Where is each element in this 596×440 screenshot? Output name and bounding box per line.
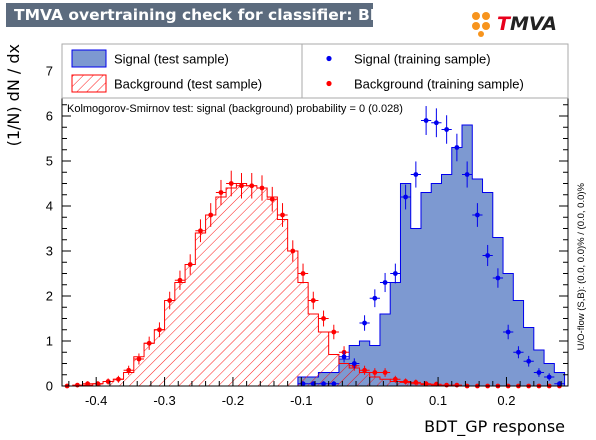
chart-title: TMVA overtraining check for classifier: …: [6, 3, 373, 27]
overflow-text: U/O-flow (S,B): (0.0, 0.0)% / (0.0, 0.0)…: [576, 182, 587, 350]
background-train-point: [382, 370, 388, 375]
y-tick-label: 7: [46, 64, 53, 79]
x-tick-label: -0.4: [85, 393, 107, 408]
background-train-point: [362, 367, 367, 373]
background-train-point: [259, 185, 265, 191]
legend-label: Signal (training sample): [354, 52, 491, 67]
legend-box-right: [301, 43, 569, 99]
background-train-point: [331, 329, 337, 335]
x-axis-label: BDT_GP response: [424, 417, 565, 437]
legend-background-marker-swatch: [326, 80, 332, 87]
background-train-point: [105, 379, 111, 384]
signal-train-point: [495, 275, 501, 281]
x-tick-label: 0.1: [429, 393, 447, 408]
signal-train-point: [341, 354, 347, 360]
y-tick-label: 2: [46, 289, 53, 304]
signal-train-point: [526, 358, 532, 364]
legend-signal-test-swatch: [71, 49, 107, 68]
x-tick-label: -0.2: [222, 393, 244, 408]
logo-dots-icon: [472, 12, 490, 37]
background-train-point: [392, 376, 398, 382]
legend: Signal (test sample) Signal (training sam…: [61, 43, 569, 99]
signal-train-point: [321, 381, 326, 387]
y-tick-label: 3: [46, 244, 53, 259]
signal-train-point: [444, 127, 450, 132]
background-train-point: [208, 212, 214, 218]
background-train-point: [249, 183, 255, 189]
y-tick-label: 5: [46, 154, 53, 169]
signal-train-point: [485, 253, 491, 258]
y-axis-label: (1/N) dN / dx: [4, 44, 23, 146]
signal-train-point: [351, 361, 357, 366]
signal-train-point: [300, 381, 306, 387]
background-train-point: [280, 212, 285, 218]
signal-train-point: [546, 374, 552, 380]
background-train-point: [228, 181, 234, 186]
signal-train-point: [403, 194, 409, 200]
y-tick-label: 6: [46, 109, 53, 124]
background-train-point: [403, 379, 409, 384]
y-tick-label: 0: [46, 379, 53, 394]
ks-test-text: Kolmogorov-Smirnov test: signal (backgro…: [67, 103, 403, 115]
x-tick-label: -0.1: [290, 393, 312, 408]
signal-train-point: [331, 381, 337, 387]
signal-train-point: [474, 212, 480, 218]
legend-label: Background (test sample): [114, 77, 262, 92]
signal-train-point: [454, 145, 460, 150]
plot-area: -0.4 -0.3 -0.2 -0.1 0 0.1 0.2 0 1 2 3 4 5 6 7: [46, 43, 569, 408]
x-tick-label: 0.2: [497, 393, 515, 408]
background-train-point: [310, 298, 316, 303]
background-train-point: [198, 228, 203, 234]
signal-train-point: [372, 295, 378, 301]
y-tick-label: 1: [46, 334, 53, 349]
signal-train-point: [362, 320, 367, 326]
legend-background-test-swatch: [71, 74, 107, 93]
background-train-point: [300, 271, 306, 276]
background-train-point: [85, 381, 91, 387]
background-train-point: [290, 248, 296, 254]
background-train-point: [167, 298, 173, 303]
background-train-point: [95, 381, 101, 387]
logo-t: T: [497, 13, 510, 35]
signal-train-point: [505, 329, 511, 335]
background-train-point: [146, 340, 152, 346]
background-train-point: [177, 277, 183, 283]
x-tick-label: 0: [366, 393, 373, 408]
signal-train-point: [423, 118, 429, 123]
background-train-point: [433, 381, 439, 387]
signal-train-point: [382, 280, 388, 285]
background-train-point: [423, 381, 429, 387]
tmva-logo: TMVA: [470, 8, 562, 38]
background-train-point: [116, 376, 121, 382]
legend-signal-marker-swatch: [326, 55, 332, 62]
legend-label: Signal (test sample): [114, 52, 229, 67]
background-train-point: [372, 370, 378, 375]
signal-train-point: [392, 271, 398, 276]
signal-train-point: [516, 349, 521, 355]
background-train-point: [187, 262, 193, 267]
background-train-point: [239, 183, 244, 189]
legend-label: Background (training sample): [354, 77, 524, 92]
x-tick-label: -0.3: [153, 393, 175, 408]
background-train-point: [74, 382, 80, 388]
background-train-point: [413, 380, 419, 385]
y-tick-label: 4: [46, 199, 53, 214]
background-train-point: [454, 382, 460, 388]
signal-train-point: [557, 381, 562, 387]
background-train-point: [157, 327, 162, 333]
background-train-point: [218, 190, 224, 195]
logo-mva: MVA: [509, 13, 557, 35]
signal-train-point: [536, 370, 542, 375]
signal-train-point: [464, 172, 470, 177]
background-train-point: [321, 316, 326, 321]
background-train-point: [444, 382, 450, 388]
background-train-point: [269, 196, 275, 202]
signal-train-point: [310, 381, 316, 387]
signal-train-point: [433, 120, 439, 126]
background-train-point: [126, 367, 132, 373]
signal-train-point: [413, 172, 419, 177]
background-train-point: [136, 356, 142, 362]
